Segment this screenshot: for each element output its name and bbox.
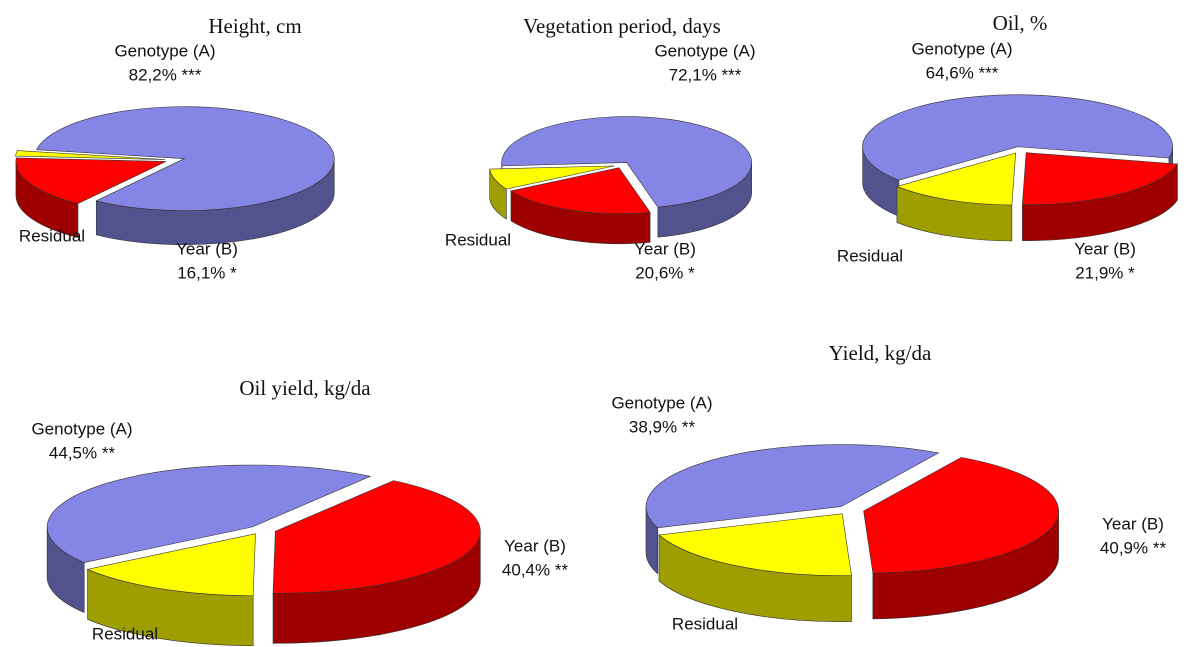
slice-label: Residual: [92, 624, 158, 643]
value-label: 40,9% **: [1100, 538, 1167, 557]
value-label: 72,1% ***: [669, 65, 742, 84]
slice-label: Genotype (A): [654, 41, 755, 60]
slice-label: Residual: [19, 226, 85, 245]
slice: [489, 165, 615, 190]
slice: [272, 480, 481, 594]
slice-label: Residual: [837, 246, 903, 265]
chart-title: Yield, kg/da: [829, 341, 932, 365]
slice-label: Genotype (A): [31, 419, 132, 438]
value-label: 16,1% *: [177, 263, 237, 282]
slice: [36, 106, 335, 211]
slice-label: Year (B): [1074, 239, 1136, 258]
slice-label: Year (B): [634, 239, 696, 258]
slice: [510, 167, 651, 214]
slice-label: Year (B): [176, 239, 238, 258]
slice: [86, 533, 256, 597]
slice-label: Residual: [672, 614, 738, 633]
slice-label: Year (B): [504, 536, 566, 555]
slice-label: Genotype (A): [911, 39, 1012, 58]
slice: [863, 457, 1059, 574]
slice: [658, 513, 852, 577]
slice: [501, 116, 752, 208]
chart-title: Vegetation period, days: [523, 14, 721, 38]
value-label: 44,5% **: [49, 443, 116, 462]
slice-label: Genotype (A): [611, 393, 712, 412]
value-label: 21,9% *: [1075, 263, 1135, 282]
slice: [15, 157, 167, 204]
value-label: 82,2% ***: [129, 65, 202, 84]
chart-title: Height, cm: [208, 14, 301, 38]
slice: [645, 444, 940, 529]
value-label: 64,6% ***: [926, 63, 999, 82]
value-label: 20,6% *: [635, 263, 695, 282]
chart-title: Oil, %: [993, 11, 1048, 35]
slice: [15, 150, 166, 160]
slice-label: Year (B): [1102, 514, 1164, 533]
value-label: 38,9% **: [629, 417, 696, 436]
slice: [1022, 152, 1178, 205]
chart-title: Oil yield, kg/da: [239, 376, 371, 400]
slice: [862, 94, 1173, 181]
value-label: 40,4% **: [502, 560, 569, 579]
slice: [895, 152, 1016, 206]
slice-label: Genotype (A): [114, 41, 215, 60]
slice: [46, 464, 372, 563]
slice-label: Residual: [445, 230, 511, 249]
